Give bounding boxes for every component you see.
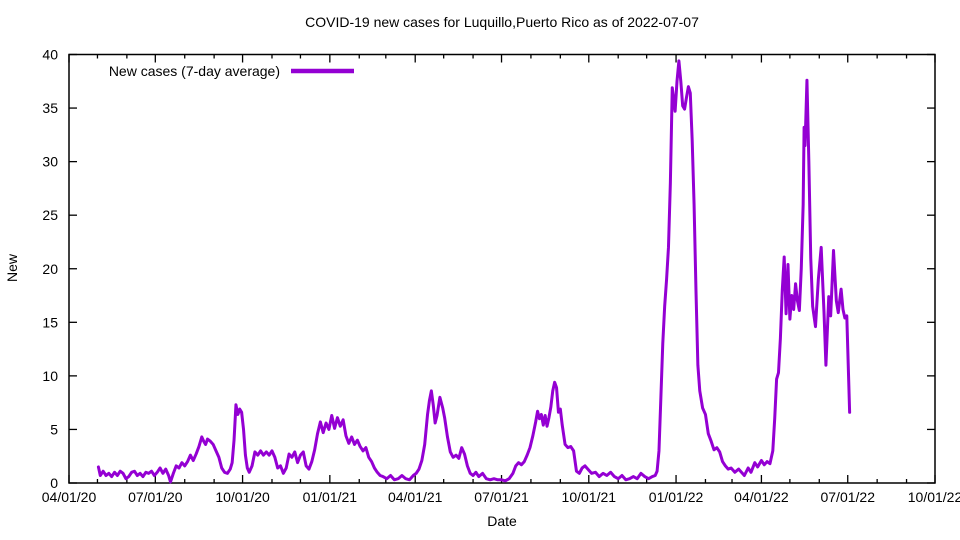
y-tick-label: 15 xyxy=(42,314,58,330)
y-tick-label: 5 xyxy=(50,421,58,437)
y-tick-label: 0 xyxy=(50,475,58,491)
y-tick-label: 25 xyxy=(42,207,58,223)
x-tick-label: 10/01/22 xyxy=(908,489,960,505)
x-tick-label: 07/01/21 xyxy=(474,489,529,505)
series-line-new-cases xyxy=(96,59,852,484)
y-axis-label: New xyxy=(4,253,20,282)
x-tick-label: 10/01/21 xyxy=(562,489,617,505)
y-tick-label: 20 xyxy=(42,261,58,277)
x-tick-label: 04/01/20 xyxy=(42,489,97,505)
axis-ticks xyxy=(68,53,936,484)
x-tick-label: 01/01/21 xyxy=(303,489,358,505)
y-tick-label: 30 xyxy=(42,154,58,170)
x-tick-label: 04/01/21 xyxy=(388,489,443,505)
legend: New cases (7-day average) xyxy=(109,63,354,79)
chart-title: COVID-19 new cases for Luquillo,Puerto R… xyxy=(305,14,699,30)
y-tick-label: 40 xyxy=(42,47,58,63)
x-tick-label: 10/01/20 xyxy=(215,489,270,505)
legend-label: New cases (7-day average) xyxy=(109,63,280,79)
x-tick-label: 07/01/22 xyxy=(820,489,875,505)
axis-tick-labels: 04/01/20 07/01/20 10/01/20 01/01/21 04/01/21… xyxy=(42,47,960,506)
x-tick-label: 04/01/22 xyxy=(734,489,789,505)
x-axis-label: Date xyxy=(487,513,517,529)
y-tick-label: 35 xyxy=(42,100,58,116)
x-tick-label: 07/01/20 xyxy=(128,489,183,505)
x-tick-label: 01/01/22 xyxy=(649,489,704,505)
y-tick-label: 10 xyxy=(42,368,58,384)
